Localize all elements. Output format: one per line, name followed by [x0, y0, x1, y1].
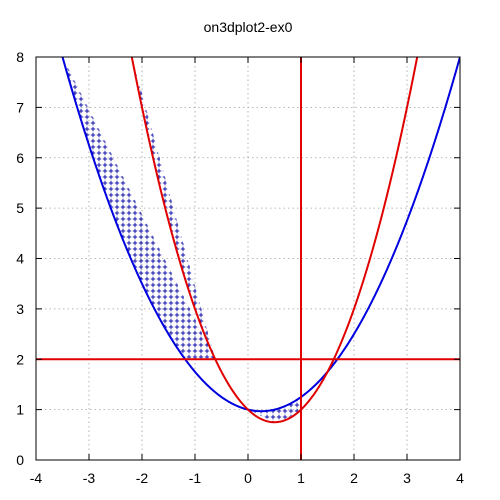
x-tick-label: 0 — [244, 470, 252, 486]
grid — [36, 57, 460, 460]
x-tick-label: -3 — [83, 470, 96, 486]
y-tick-label: 6 — [16, 150, 24, 166]
series — [61, 57, 460, 424]
x-tick-label: -4 — [30, 470, 43, 486]
x-tick-label: -1 — [189, 470, 202, 486]
x-tick-label: 3 — [403, 470, 411, 486]
x-tick-label: 1 — [297, 470, 305, 486]
reference-lines — [36, 57, 460, 460]
hatched-regions — [62, 57, 301, 423]
series-red-line — [130, 57, 419, 424]
y-tick-label: 7 — [16, 99, 24, 115]
hatched-region-upper — [62, 57, 216, 360]
y-tick-label: 8 — [16, 49, 24, 65]
hatched-region-lower — [248, 397, 301, 423]
y-tick-label: 4 — [16, 251, 24, 267]
y-tick-label: 3 — [16, 301, 24, 317]
x-tick-label: 2 — [350, 470, 358, 486]
x-tick-label: -2 — [136, 470, 149, 486]
x-tick-label: 4 — [456, 470, 464, 486]
axis-ticks: -4 -3 -2 -1 0 1 2 3 4 0 1 2 3 4 5 6 7 8 — [16, 49, 464, 486]
y-tick-label: 1 — [16, 402, 24, 418]
y-tick-label: 2 — [16, 351, 24, 367]
chart-title: on3dplot2-ex0 — [204, 19, 293, 35]
y-tick-label: 0 — [16, 452, 24, 468]
y-tick-label: 5 — [16, 200, 24, 216]
